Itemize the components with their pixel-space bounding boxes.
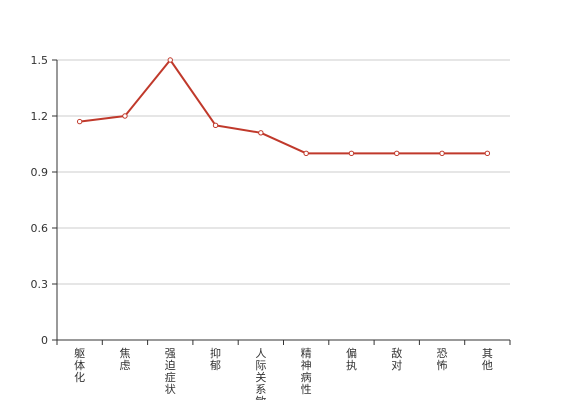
y-tick-label-3: 0.9 [31,166,49,179]
x-tick-label-7: 敌对 [391,346,402,372]
x-tick-label-9: 其他 [482,347,493,372]
y-tick-label-4: 1.2 [31,110,49,123]
x-tick-label-1: 焦虑 [119,347,130,372]
data-point-4[interactable] [258,130,264,136]
y-tick-label-0: 0 [41,334,48,347]
y-tick-label-1: 0.3 [31,278,49,291]
y-tick-label-2: 0.6 [31,222,49,235]
x-tick-label-2: 强迫症状 [165,347,176,396]
y-tick-labels: 0 0.3 0.6 0.9 1.2 1.5 [31,54,49,347]
data-point-6[interactable] [348,150,355,157]
data-point-7[interactable] [394,150,400,157]
data-point-0[interactable] [76,118,83,125]
x-tick-label-8: 恐怖 [437,347,448,372]
y-tick-label-5: 1.5 [31,54,49,67]
grid-lines [57,59,510,285]
data-point-3[interactable] [212,122,219,129]
x-tick-label-3: 抑郁 [210,346,221,372]
data-point-2[interactable] [167,57,173,63]
x-tick-labels: 躯体化 焦虑 强迫症状 抑郁 人际关系敏感 精神病性 偏执 敌对 恐怖 其他 [74,346,493,400]
data-point-8[interactable] [439,150,445,157]
x-tick-label-0: 躯体化 [74,347,85,384]
x-tick-label-4: 人际关系敏感 [255,347,266,400]
data-point-1[interactable] [122,113,128,119]
series-line-0 [79,59,488,155]
x-tick-label-5: 精神病性 [301,347,312,396]
data-point-5[interactable] [303,150,309,157]
x-tick-label-6: 偏执 [346,346,357,372]
series-layer [76,57,491,157]
axes [52,59,511,345]
data-point-9[interactable] [484,150,491,157]
